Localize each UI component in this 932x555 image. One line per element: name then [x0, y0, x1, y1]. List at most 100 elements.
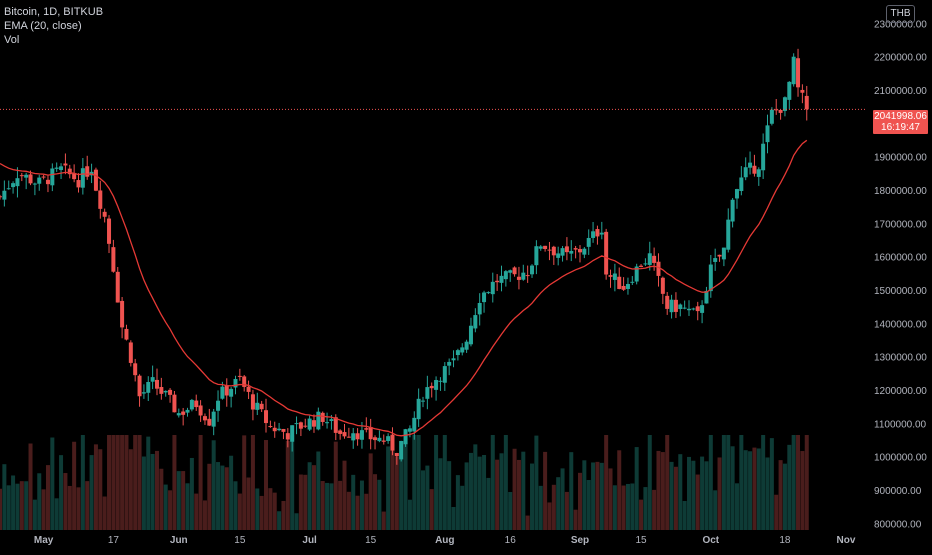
candle-body — [551, 246, 556, 256]
candle-body — [730, 199, 735, 222]
volume-bar — [154, 450, 159, 530]
volume-bar — [150, 453, 155, 530]
candle-body — [237, 375, 242, 377]
candle-body — [24, 174, 29, 178]
candle-body — [464, 341, 469, 350]
candle-body — [421, 400, 425, 402]
candle-body — [700, 305, 705, 313]
candle-body — [250, 394, 255, 410]
candle-body — [264, 410, 269, 424]
candle-body — [612, 273, 617, 280]
time-axis[interactable]: May 17 Jun 15 Jul 15 Aug 16 Sep 15 Oct 18 Nov — [34, 535, 856, 546]
volume-bar — [512, 448, 517, 530]
candle-body — [28, 174, 33, 184]
volume-bar — [115, 435, 120, 530]
volume-bar — [460, 485, 465, 530]
candle-body — [726, 219, 731, 250]
candle-body — [534, 246, 539, 266]
candle-body — [124, 328, 129, 340]
candle-body — [224, 385, 229, 396]
candle-body — [591, 231, 596, 238]
candle-body — [50, 168, 55, 186]
candle-body — [394, 453, 399, 457]
volume-bar — [486, 477, 491, 530]
candle-body — [325, 422, 330, 424]
volume-bar — [617, 450, 622, 530]
volume-bar — [168, 490, 173, 530]
candle-body — [743, 167, 748, 178]
volume-bar — [525, 515, 530, 530]
currency-badge[interactable]: THB — [886, 5, 915, 23]
volume-bar — [721, 435, 726, 530]
volume-bar — [499, 453, 504, 530]
volume-bar — [268, 488, 273, 530]
ema-indicator-label[interactable]: EMA (20, close) — [4, 20, 82, 32]
candle-body — [386, 436, 391, 441]
candle-body — [107, 218, 112, 244]
volume-bar — [516, 459, 521, 530]
volume-bar — [743, 450, 748, 530]
volume-bar — [599, 462, 604, 530]
volume-bar — [639, 499, 644, 530]
volume-bar — [6, 485, 11, 530]
volume-bar — [748, 451, 753, 530]
y-tick-label: 1700000.00 — [874, 219, 927, 230]
x-tick-label: Sep — [571, 535, 589, 546]
candle-body — [268, 426, 273, 428]
volume-bar — [717, 457, 722, 530]
candle-body — [543, 245, 548, 249]
x-tick-label: 15 — [635, 535, 647, 546]
candle-body — [652, 255, 657, 263]
candle-body — [198, 405, 203, 416]
volume-bar — [634, 447, 639, 530]
candle-body — [67, 168, 72, 175]
candle-body — [154, 379, 159, 389]
candle-body — [102, 211, 107, 217]
candle-body — [41, 176, 46, 178]
volume-bar — [438, 458, 443, 530]
volume-bar — [521, 451, 526, 530]
volume-bar — [24, 481, 29, 530]
candle-body — [630, 281, 635, 283]
candle-body — [765, 125, 770, 143]
candle-body — [573, 248, 578, 250]
candle-body — [721, 247, 726, 260]
volume-bar — [490, 435, 495, 530]
volume-bar — [421, 470, 425, 530]
volume-bar — [390, 435, 395, 530]
candle-body — [307, 418, 312, 430]
candle-body — [547, 249, 552, 251]
volume-bar — [364, 493, 369, 530]
candle-body — [604, 231, 609, 275]
volume-bar — [342, 460, 347, 530]
volume-indicator-label[interactable]: Vol — [4, 34, 20, 46]
candle-body — [586, 237, 591, 247]
volume-bar — [246, 477, 251, 530]
symbol-title[interactable]: Bitcoin, 1D, BITKUB — [4, 6, 104, 18]
volume-bar — [534, 435, 539, 530]
volume-bar — [89, 455, 94, 530]
y-tick-label: 1900000.00 — [874, 153, 927, 164]
volume-bar — [734, 483, 739, 530]
candle-body — [290, 425, 295, 442]
volume-bar — [604, 435, 609, 530]
volume-bar — [311, 465, 316, 530]
volume-bar — [796, 435, 801, 530]
y-tick-label: 1000000.00 — [874, 453, 927, 464]
candle-body — [625, 283, 630, 289]
candle-body — [320, 412, 325, 422]
candle-body — [447, 361, 452, 366]
volume-bar — [259, 495, 264, 530]
volume-bar — [359, 480, 364, 530]
volume-bar — [111, 435, 116, 530]
volume-bar — [569, 452, 574, 530]
price-axis[interactable]: 800000.00 900000.00 1000000.00 1100000.00 12… — [874, 19, 927, 530]
volume-bar — [730, 446, 735, 530]
candle-body — [516, 276, 521, 280]
y-tick-label: 1500000.00 — [874, 286, 927, 297]
volume-bar — [333, 441, 338, 530]
candle-body — [163, 390, 168, 393]
candle-body — [791, 56, 796, 85]
